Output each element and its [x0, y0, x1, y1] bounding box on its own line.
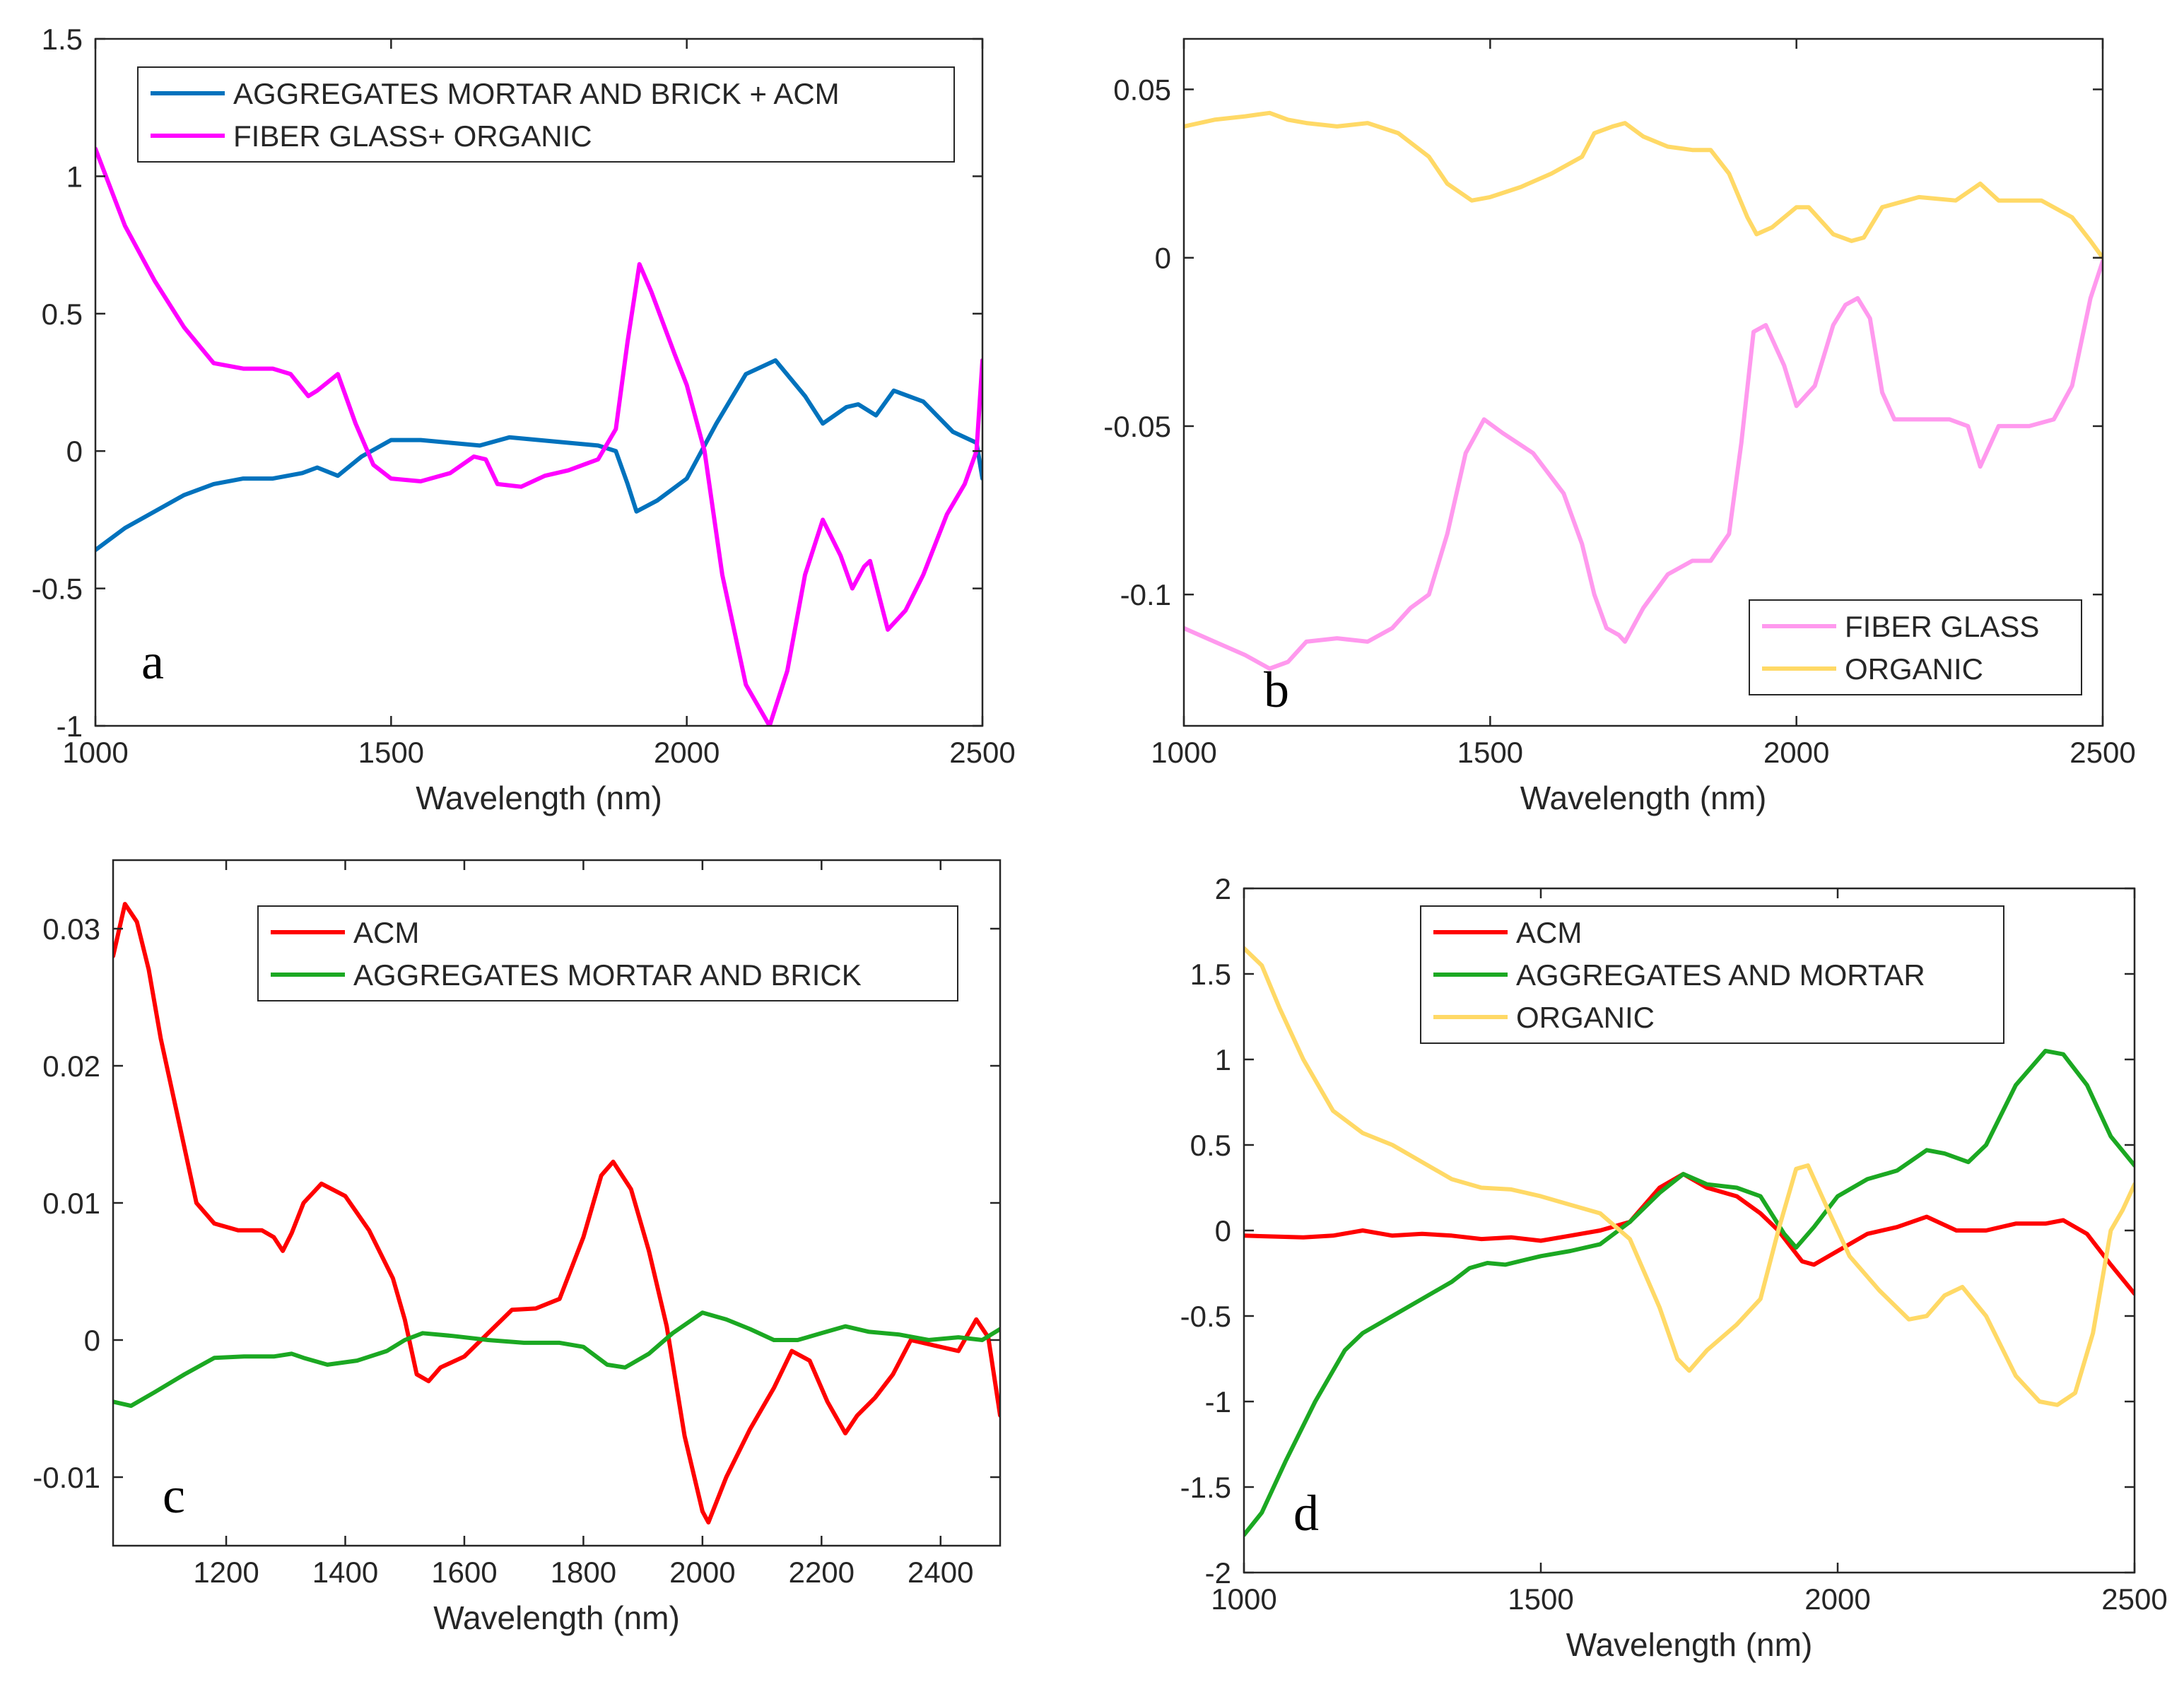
legend-box [1420, 905, 2004, 1044]
y-tick-label: 0.01 [42, 1187, 100, 1220]
x-tick-label: 2500 [2101, 1582, 2167, 1616]
y-tick-label: -2 [1205, 1556, 1231, 1590]
axes-box [94, 37, 984, 727]
series-line-c-0 [113, 902, 1000, 1524]
series-line-b-1 [1184, 110, 2103, 260]
x-axis-label: Wavelength (nm) [1520, 780, 1767, 816]
legend-entry: FIBER GLASS [1845, 610, 2039, 643]
x-tick-label: 1500 [358, 736, 424, 769]
x-tick-label: 1600 [431, 1556, 497, 1589]
x-tick-label: 1000 [1151, 736, 1216, 769]
y-tick-label: 0.05 [1113, 73, 1171, 106]
legend-entry: ORGANIC [1845, 652, 1983, 686]
panel-letter: b [1264, 662, 1289, 718]
x-tick-label: 2000 [1763, 736, 1829, 769]
y-tick-label: 1 [66, 160, 83, 193]
series-line-d-1 [1244, 1048, 2135, 1537]
series-line-a-1 [95, 146, 982, 726]
legend-entry: AGGREGATES MORTAR AND BRICK [353, 958, 862, 992]
legend-entry: AGGREGATES AND MORTAR [1516, 958, 1925, 992]
legend-entry: ACM [1516, 916, 1582, 949]
series-line-d-2 [1244, 946, 2135, 1407]
x-tick-label: 2000 [1804, 1582, 1870, 1616]
y-tick-label: -1.5 [1180, 1471, 1231, 1504]
y-tick-label: 1.5 [1190, 958, 1231, 991]
y-tick-label: 0.5 [42, 298, 83, 331]
chart-panel-a: 1000 1500 2000 2500 -1 -0.5 0 0.5 1 1.5 Wavelength… [32, 23, 1016, 816]
x-tick-label: 2400 [908, 1556, 973, 1589]
y-tick-label: 1.5 [42, 23, 83, 56]
y-tick-label: 0.5 [1190, 1129, 1231, 1162]
x-tick-label: 2500 [2069, 736, 2135, 769]
legend-box [137, 66, 955, 163]
chart-panel-c: 1200 1400 1600 1800 2000 2200 2400 -0.01 0 0.01 0.… [33, 859, 1002, 1636]
x-tick-label: 2000 [669, 1556, 735, 1589]
y-tick-label: 0 [1215, 1214, 1231, 1247]
series-line-c-1 [113, 1310, 1000, 1409]
series-line-d-0 [1244, 1172, 2135, 1296]
x-tick-label: 1800 [551, 1556, 616, 1589]
x-tick-label: 1200 [193, 1556, 259, 1589]
axes-box [1182, 37, 2104, 727]
legend-box [1749, 599, 2082, 695]
y-tick-label: -0.5 [32, 572, 83, 606]
y-tick-label: -0.1 [1120, 578, 1171, 611]
x-tick-label: 2500 [949, 736, 1015, 769]
series-line-a-0 [95, 358, 982, 553]
y-tick-label: 0 [66, 435, 83, 468]
y-tick-label: 0 [1155, 242, 1171, 275]
y-tick-label: 0 [84, 1324, 100, 1357]
y-tick-label: 2 [1215, 872, 1231, 905]
y-tick-label: -1 [1205, 1385, 1231, 1418]
legend-entry: ORGANIC [1516, 1001, 1655, 1034]
x-tick-label: 2000 [654, 736, 720, 769]
panel-letter: a [141, 633, 164, 690]
x-axis-label: Wavelength (nm) [433, 1599, 680, 1636]
x-tick-label: 1000 [62, 736, 128, 769]
legend-entry: ACM [353, 916, 419, 949]
panel-letter: d [1293, 1485, 1319, 1541]
y-tick-label: -1 [57, 710, 83, 743]
y-tick-label: -0.01 [33, 1461, 100, 1494]
panel-letter: c [163, 1467, 185, 1524]
x-tick-label: 1500 [1508, 1582, 1573, 1616]
series-line-b-0 [1184, 259, 2103, 671]
chart-panel-d: 1000 1500 2000 2500 -2 -1.5 -1 -0.5 0 0.5 1 1.5 2 Wav… [1180, 872, 2168, 1663]
x-tick-label: 2200 [789, 1556, 855, 1589]
y-tick-label: 0.03 [42, 912, 100, 946]
x-axis-label: Wavelength (nm) [416, 780, 662, 816]
y-tick-label: -0.5 [1180, 1300, 1231, 1333]
y-tick-label: 0.02 [42, 1050, 100, 1083]
legend-box [257, 905, 958, 1001]
x-axis-label: Wavelength (nm) [1566, 1626, 1813, 1663]
y-tick-label: 1 [1215, 1043, 1231, 1076]
x-tick-label: 1400 [312, 1556, 378, 1589]
chart-panel-b: 1000 1500 2000 2500 -0.1 -0.05 0 0.05 Wavelength… [1103, 37, 2136, 816]
legend-entry: FIBER GLASS+ ORGANIC [233, 119, 592, 153]
legend-entry: AGGREGATES MORTAR AND BRICK + ACM [233, 77, 840, 110]
x-tick-label: 1500 [1457, 736, 1523, 769]
y-tick-label: -0.05 [1103, 410, 1171, 443]
x-tick-label: 1000 [1211, 1582, 1276, 1616]
